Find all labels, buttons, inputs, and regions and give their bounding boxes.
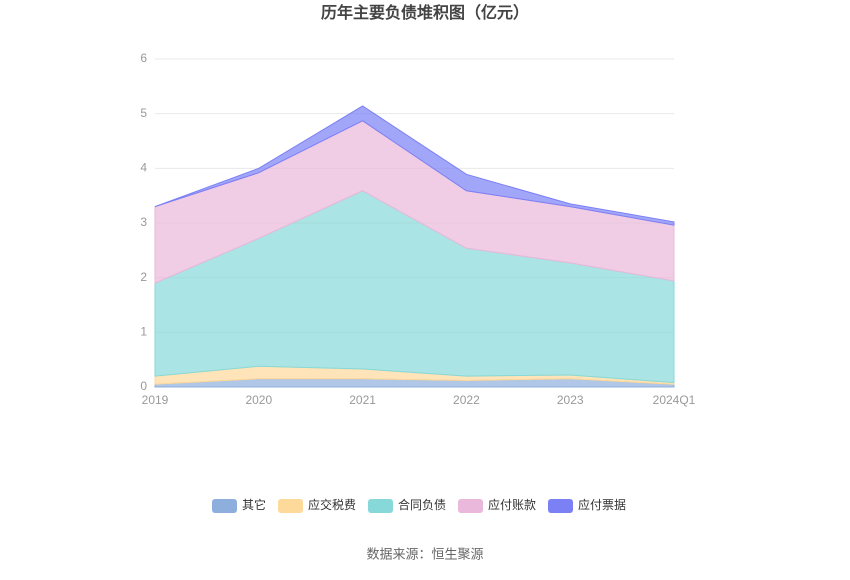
legend-swatch — [548, 499, 573, 513]
x-tick-label: 2023 — [557, 393, 584, 407]
chart-title: 历年主要负债堆积图（亿元） — [321, 3, 529, 22]
x-tick-label: 2020 — [245, 393, 272, 407]
legend-label: 合同负债 — [398, 497, 446, 512]
legend-label: 其它 — [242, 497, 266, 512]
legend-swatch — [368, 499, 393, 513]
x-tick-label: 2024Q1 — [653, 393, 696, 407]
source-note: 数据来源：恒生聚源 — [366, 546, 483, 561]
legend-swatch — [212, 499, 237, 513]
legend-label: 应付账款 — [488, 497, 536, 512]
y-tick-label: 2 — [140, 270, 147, 284]
y-tick-label: 1 — [140, 325, 147, 339]
y-tick-label: 3 — [140, 215, 147, 229]
x-tick-label: 2019 — [142, 393, 169, 407]
legend-label: 应付票据 — [578, 497, 626, 512]
x-tick-label: 2022 — [453, 393, 480, 407]
y-tick-label: 5 — [140, 106, 147, 120]
area — [154, 105, 675, 226]
legend-label: 应交税费 — [308, 497, 356, 512]
legend-swatch — [458, 499, 483, 513]
y-tick-label: 0 — [140, 379, 147, 393]
x-tick-label: 2021 — [349, 393, 376, 407]
y-tick-label: 6 — [140, 51, 147, 65]
legend-swatch — [278, 499, 303, 513]
y-tick-label: 4 — [140, 161, 147, 175]
